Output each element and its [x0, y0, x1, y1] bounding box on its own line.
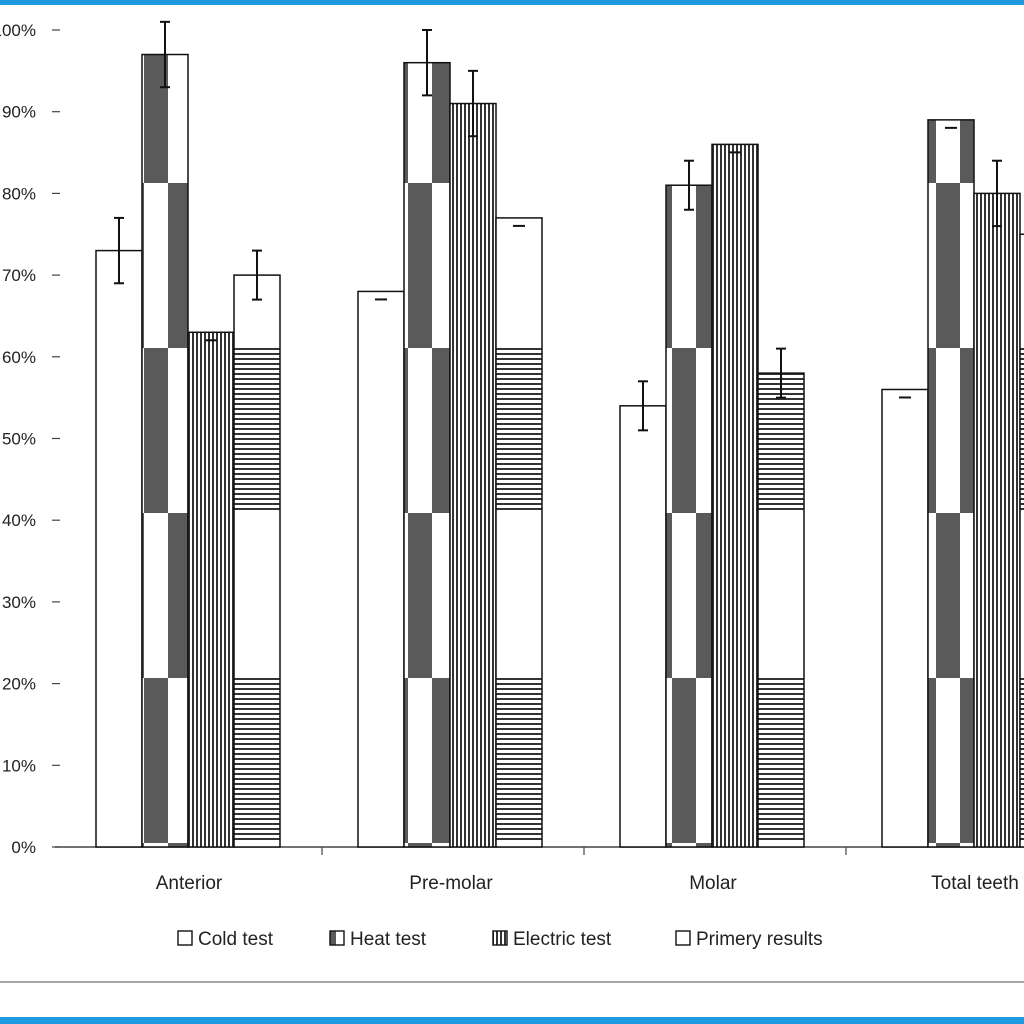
y-tick-label: 70% [2, 266, 36, 285]
y-tick-label: 100% [0, 21, 36, 40]
y-tick-label: 10% [2, 756, 36, 775]
bar [1019, 233, 1024, 848]
category-label: Anterior [156, 873, 223, 894]
bar [449, 102, 497, 848]
error-bars [114, 20, 1002, 432]
category-label: Pre-molar [409, 873, 493, 894]
bar [619, 405, 667, 848]
y-axis: 0% 10% 20% 30% 40% 50% 60% 70% 80% 90% 100% [0, 21, 1024, 857]
frame-bottom-border [0, 1017, 1024, 1024]
y-tick-label: 30% [2, 593, 36, 612]
bar [881, 388, 929, 848]
legend-swatch [675, 930, 691, 946]
category-label: Total teeth [931, 873, 1019, 894]
frame-top-border [0, 0, 1024, 5]
bar [665, 184, 713, 848]
legend-label: Cold test [198, 929, 274, 950]
bar [187, 331, 235, 848]
bar [495, 217, 543, 848]
bar [711, 143, 759, 848]
y-tick-label: 60% [2, 348, 36, 367]
bar [927, 119, 975, 848]
legend-label: Primery results [696, 929, 823, 950]
y-tick-label: 20% [2, 675, 36, 694]
bars [95, 53, 1024, 848]
bar [357, 290, 405, 848]
bar [233, 274, 281, 848]
legend: Cold test Heat test Electric test Primery r… [177, 929, 823, 950]
y-tick-label: 80% [2, 184, 36, 203]
y-tick-label: 0% [11, 838, 36, 857]
y-tick-label: 50% [2, 430, 36, 449]
x-axis: Anterior Pre-molar Molar Total teeth [156, 847, 1019, 894]
y-tick-label: 40% [2, 511, 36, 530]
legend-label: Heat test [350, 929, 427, 950]
bar [757, 372, 805, 848]
bar [141, 53, 189, 848]
y-tick-label: 90% [2, 103, 36, 122]
category-label: Molar [689, 873, 737, 894]
bar [403, 61, 451, 848]
legend-swatch [492, 930, 508, 946]
bar [973, 192, 1021, 848]
legend-label: Electric test [513, 929, 612, 950]
legend-swatch [177, 930, 193, 946]
legend-swatch [329, 930, 345, 946]
bar [95, 249, 143, 848]
